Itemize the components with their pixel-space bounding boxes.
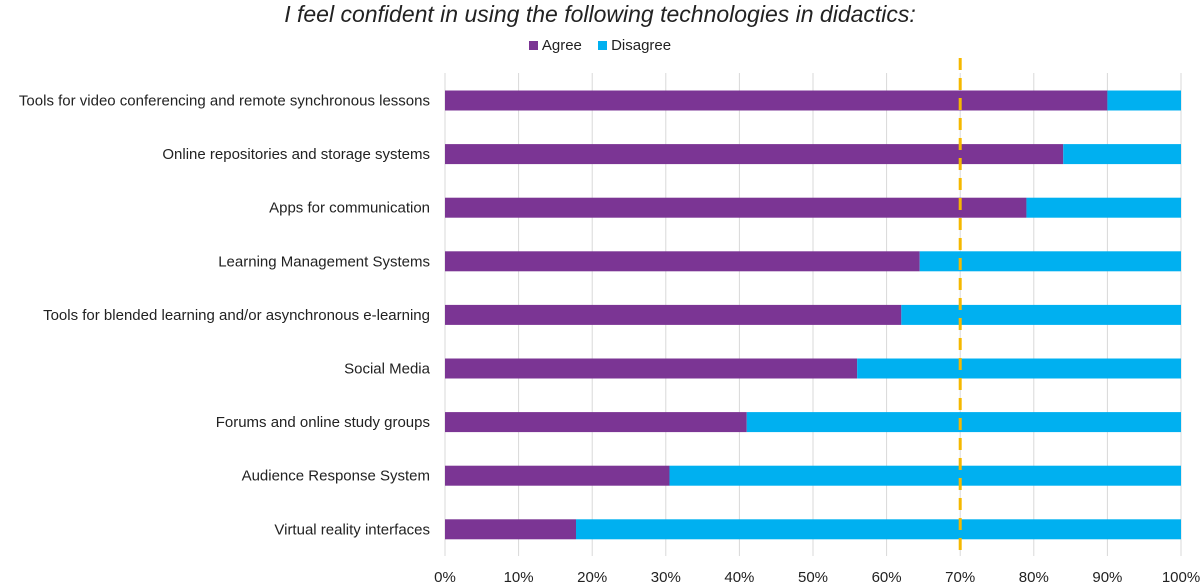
bar-agree-0 <box>445 90 1108 111</box>
legend-label-agree: Agree <box>541 37 582 54</box>
bar-disagree-1 <box>1063 144 1181 165</box>
x-tick-label: 20% <box>577 569 607 584</box>
chart-title: I feel confident in using the following … <box>284 1 916 27</box>
bar-agree-1 <box>445 144 1064 165</box>
category-label: Tools for blended learning and/or asynch… <box>43 307 430 324</box>
x-tick-label: 60% <box>872 569 902 584</box>
category-label: Online repositories and storage systems <box>162 146 430 163</box>
bar-agree-8 <box>445 519 577 540</box>
bar-disagree-5 <box>857 358 1181 379</box>
x-tick-label: 40% <box>724 569 754 584</box>
x-tick-label: 30% <box>651 569 681 584</box>
category-label: Social Media <box>344 361 431 378</box>
bar-agree-6 <box>445 412 747 433</box>
x-tick-label: 10% <box>504 569 534 584</box>
bar-disagree-4 <box>901 304 1181 325</box>
legend: Agree Disagree <box>0 36 1200 56</box>
category-label: Learning Management Systems <box>218 253 430 270</box>
bar-agree-7 <box>445 465 670 486</box>
category-label: Forums and online study groups <box>216 414 430 431</box>
bar-agree-3 <box>445 251 920 272</box>
category-label: Apps for communication <box>269 200 430 217</box>
legend-swatch-agree <box>528 41 538 50</box>
legend-item-agree: Agree <box>528 36 582 56</box>
bar-agree-2 <box>445 197 1027 218</box>
x-tick-label: 0% <box>434 569 456 584</box>
legend-item-disagree: Disagree <box>598 36 671 56</box>
x-tick-label: 50% <box>798 569 828 584</box>
legend-label-disagree: Disagree <box>611 37 672 54</box>
bar-disagree-7 <box>669 465 1181 486</box>
bar-disagree-2 <box>1026 197 1181 218</box>
x-tick-label: 80% <box>1019 569 1049 584</box>
legend-swatch-disagree <box>598 41 608 50</box>
category-label: Virtual reality interfaces <box>274 521 430 538</box>
category-label: Audience Response System <box>242 468 430 485</box>
bar-agree-4 <box>445 304 902 325</box>
bar-disagree-3 <box>919 251 1181 272</box>
bar-disagree-8 <box>576 519 1181 540</box>
bar-disagree-0 <box>1107 90 1181 111</box>
bar-disagree-6 <box>746 412 1181 433</box>
bar-agree-5 <box>445 358 858 379</box>
x-tick-label: 90% <box>1092 569 1122 584</box>
category-label: Tools for video conferencing and remote … <box>19 93 430 110</box>
x-tick-label: 70% <box>945 569 975 584</box>
x-tick-label: 100% <box>1162 569 1200 584</box>
